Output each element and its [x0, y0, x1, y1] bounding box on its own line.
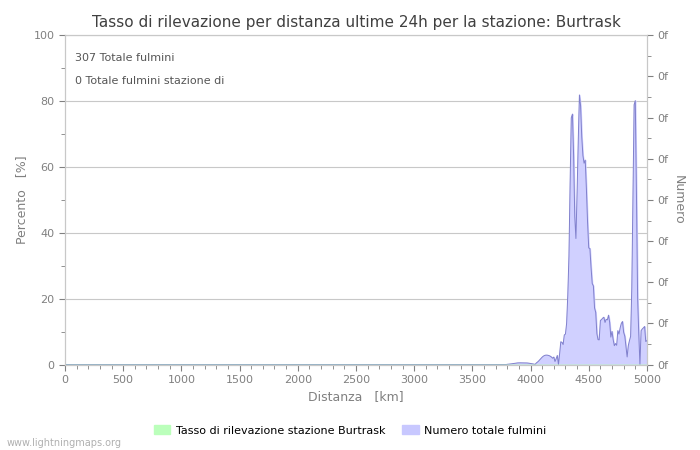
Title: Tasso di rilevazione per distanza ultime 24h per la stazione: Burtrask: Tasso di rilevazione per distanza ultime… [92, 15, 620, 30]
Y-axis label: Percento   [%]: Percento [%] [15, 156, 28, 244]
Y-axis label: Numero: Numero [672, 175, 685, 225]
Text: www.lightningmaps.org: www.lightningmaps.org [7, 438, 122, 448]
X-axis label: Distanza   [km]: Distanza [km] [308, 391, 404, 404]
Text: 307 Totale fulmini: 307 Totale fulmini [76, 54, 175, 63]
Legend: Tasso di rilevazione stazione Burtrask, Numero totale fulmini: Tasso di rilevazione stazione Burtrask, … [149, 421, 551, 440]
Text: 0 Totale fulmini stazione di: 0 Totale fulmini stazione di [76, 76, 225, 86]
